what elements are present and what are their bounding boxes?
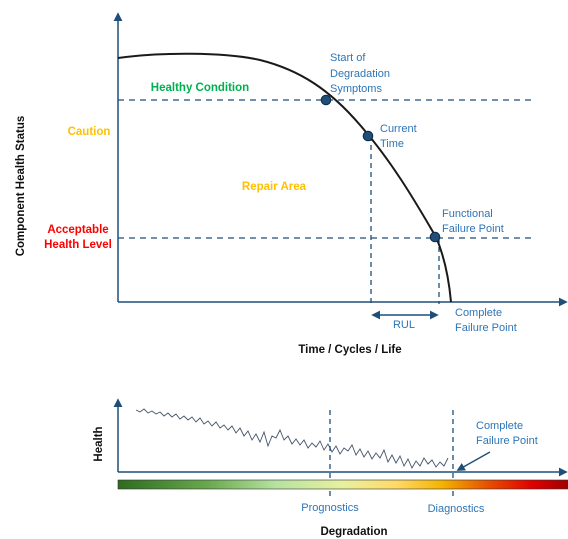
x-axis-label: Time / Cycles / Life xyxy=(298,344,401,356)
acceptable-label-line1: Acceptable xyxy=(47,224,108,236)
functional-failure-point xyxy=(429,231,441,243)
current-time-label-1: Current xyxy=(380,123,417,135)
complete-failure-pointer xyxy=(456,451,491,471)
current-time-point xyxy=(362,130,374,142)
functional-failure-label-2: Failure Point xyxy=(442,223,504,235)
functional-failure-label-1: Functional xyxy=(442,208,493,220)
health-signal xyxy=(135,408,449,469)
bottom-chart: Health Complete Failure Point Prognostic… xyxy=(93,398,568,538)
top-chart: RUL Component Health Status Healthy Cond… xyxy=(15,12,568,356)
start-degradation-label-3: Symptoms xyxy=(330,83,382,95)
acceptable-label-line2: Health Level xyxy=(44,239,112,251)
complete-failure-label-2: Failure Point xyxy=(455,322,517,334)
health-axis-label: Health xyxy=(93,426,105,461)
bottom-complete-label-1: Complete xyxy=(476,420,523,432)
start-degradation-point xyxy=(320,94,332,106)
rul-label: RUL xyxy=(393,319,415,331)
start-degradation-label-2: Degradation xyxy=(330,68,390,80)
bottom-complete-label-2: Failure Point xyxy=(476,435,538,447)
y-axis-label: Component Health Status xyxy=(15,116,27,257)
caution-label: Caution xyxy=(68,126,111,138)
degradation-axis-label: Degradation xyxy=(320,526,387,538)
complete-failure-label-1: Complete xyxy=(455,307,502,319)
health-curve xyxy=(117,52,452,303)
prognostics-label: Prognostics xyxy=(301,502,359,514)
repair-area-label: Repair Area xyxy=(242,181,307,193)
current-time-label-2: Time xyxy=(380,138,404,150)
healthy-condition-label: Healthy Condition xyxy=(151,82,249,94)
diagnostics-label: Diagnostics xyxy=(428,503,485,515)
start-degradation-label-1: Start of xyxy=(330,52,366,64)
degradation-gradient-bar xyxy=(117,479,568,490)
